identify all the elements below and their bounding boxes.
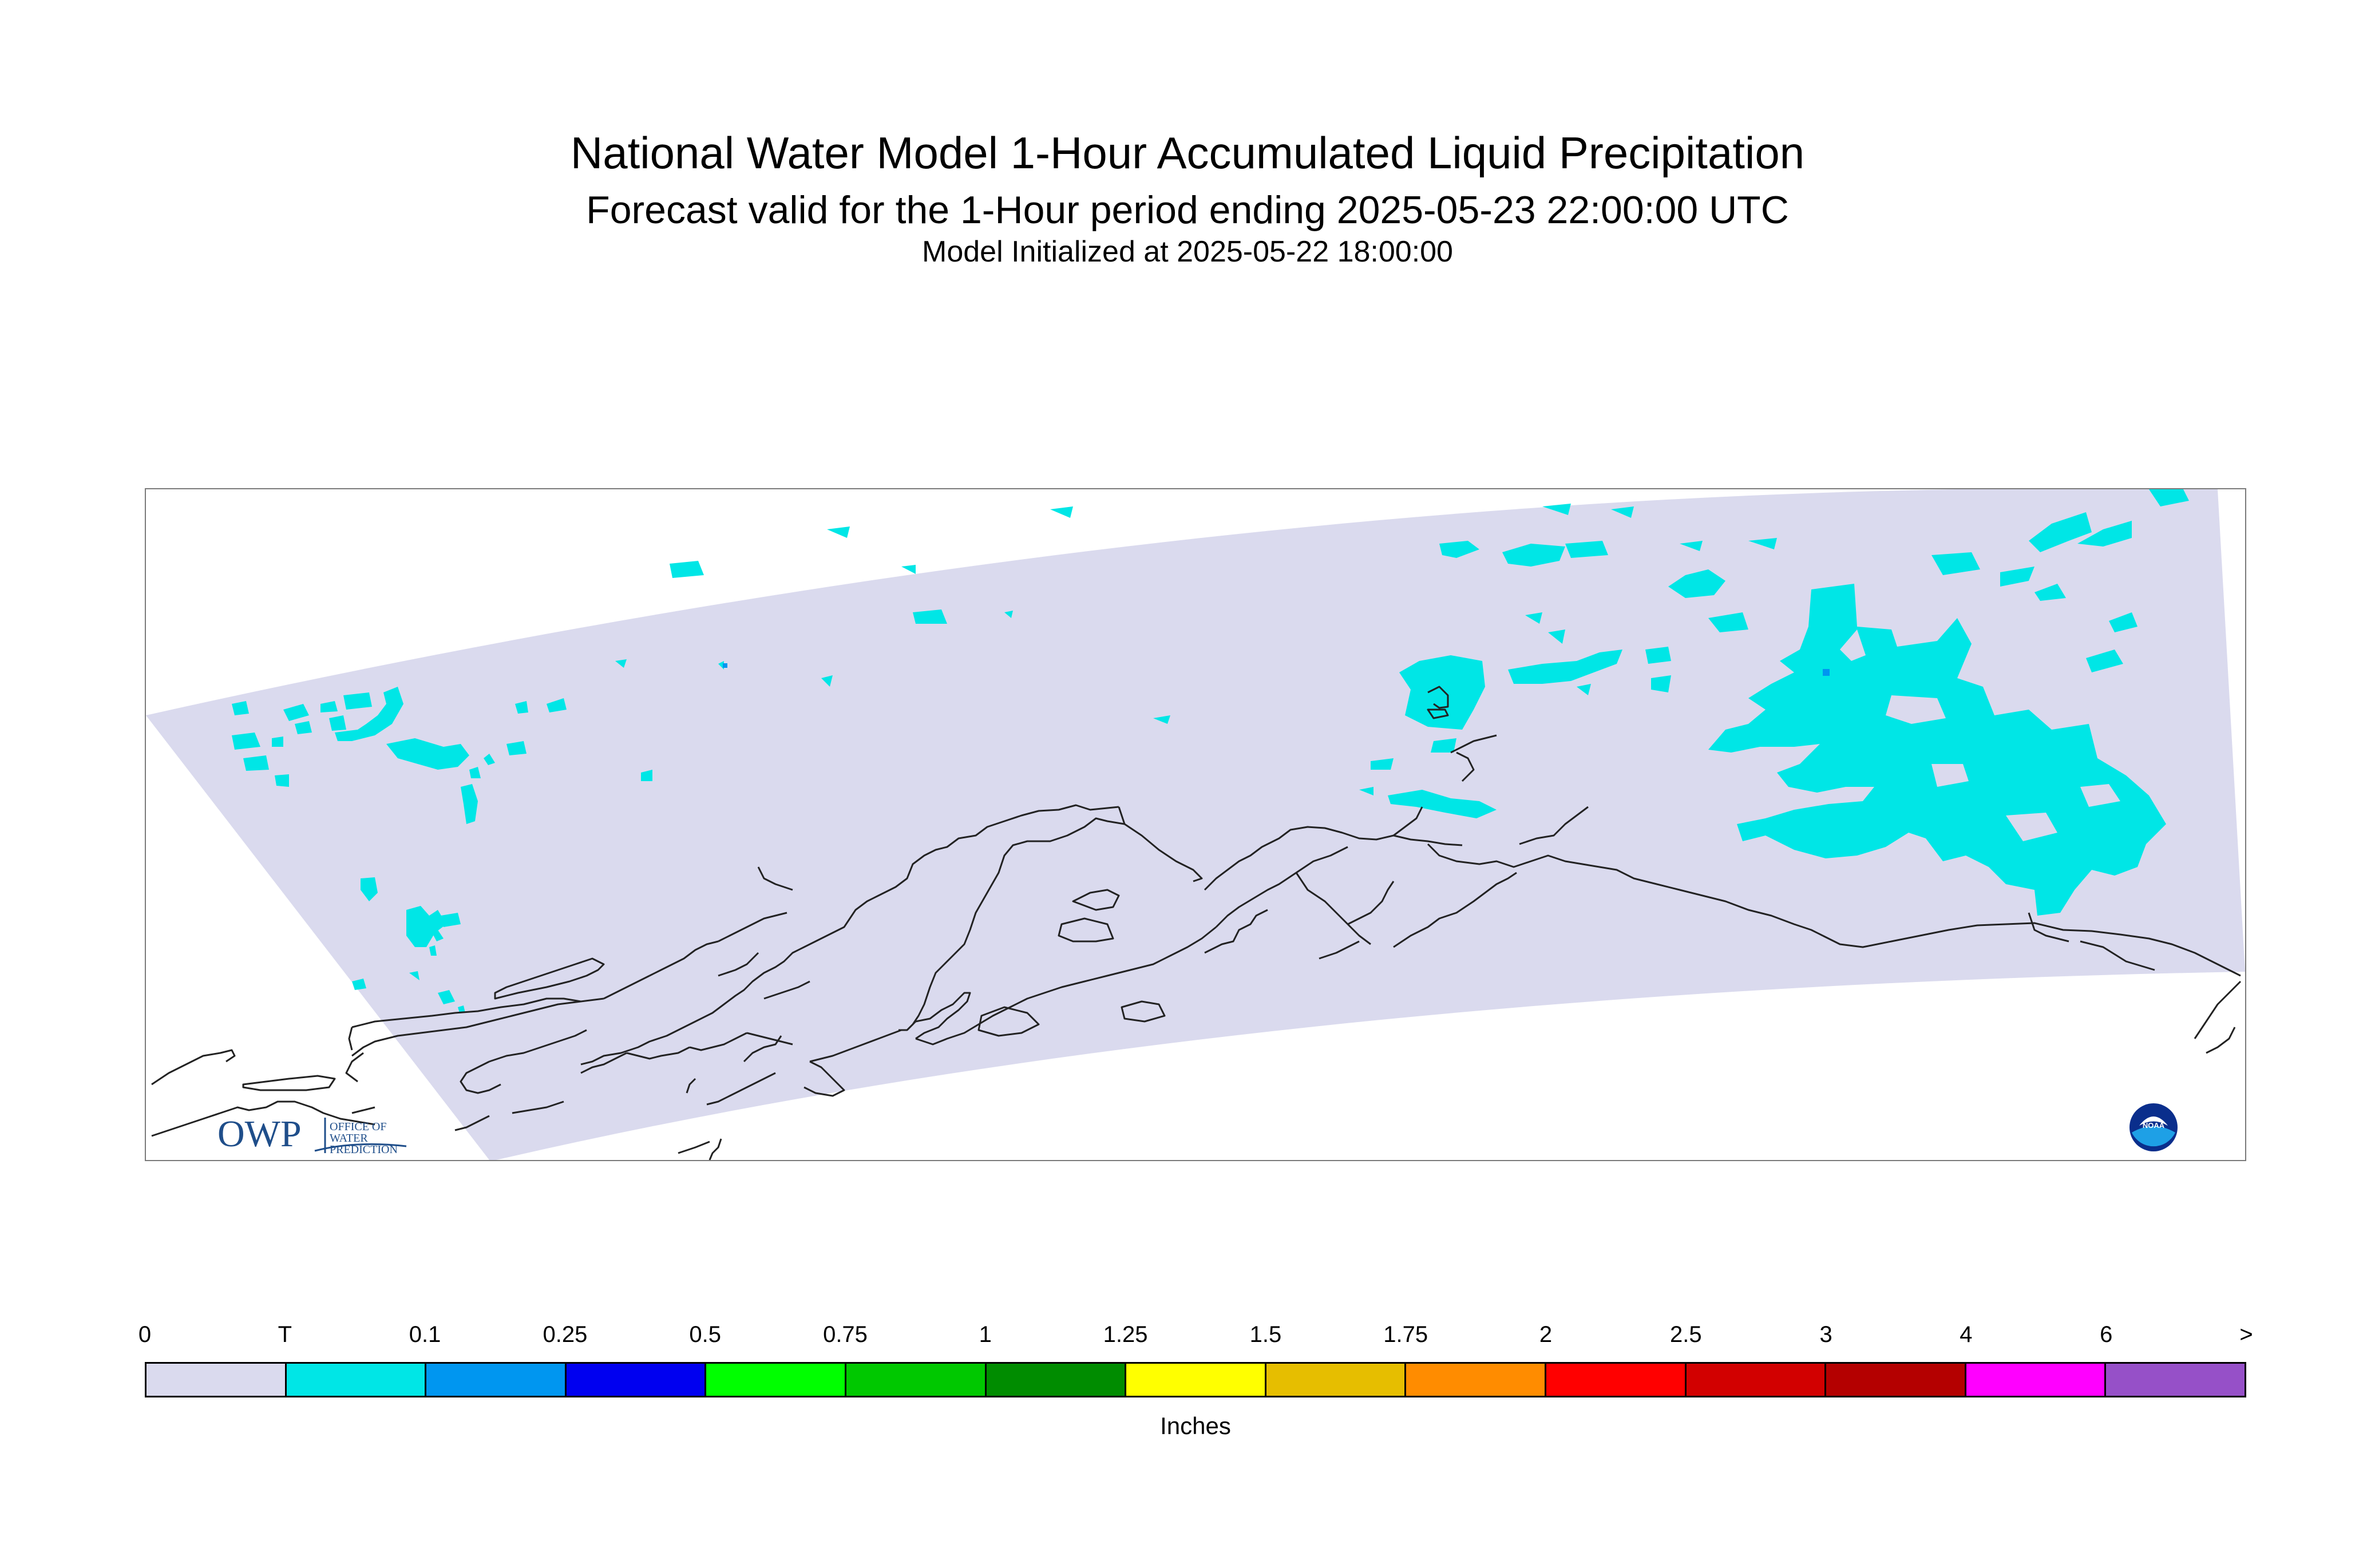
- legend-tick-label: 0.25: [543, 1322, 588, 1347]
- legend-units: Inches: [1160, 1412, 1231, 1439]
- legend-tick-label: 1: [979, 1322, 992, 1347]
- owp-logo: OWP OFFICE OF WATER PREDICTION: [217, 1112, 435, 1158]
- legend-swatch: [1966, 1364, 2107, 1396]
- legend-swatch: [566, 1364, 707, 1396]
- noaa-logo: NOAA: [2129, 1103, 2178, 1152]
- legend-swatch: [1406, 1364, 1546, 1396]
- coastline: [151, 686, 2242, 1160]
- owp-logo-graphic: OWP OFFICE OF WATER PREDICTION: [217, 1113, 407, 1156]
- owp-logo-line2: WATER: [330, 1132, 368, 1145]
- owp-logo-line1: OFFICE OF: [330, 1120, 386, 1133]
- legend-swatch: [846, 1364, 987, 1396]
- map-subtitle: Forecast valid for the 1-Hour period end…: [586, 188, 1789, 232]
- legend-swatch: [426, 1364, 567, 1396]
- legend-swatch: [1266, 1364, 1407, 1396]
- legend-tick-label: T: [278, 1322, 292, 1347]
- noaa-logo-text: NOAA: [2143, 1121, 2165, 1130]
- legend-tick-label: 1.75: [1383, 1322, 1428, 1347]
- legend-swatch: [286, 1364, 427, 1396]
- legend-tick-label: 2.5: [1669, 1322, 1702, 1347]
- legend-tick-label: 0: [138, 1322, 152, 1347]
- legend-tick-label: 0.5: [689, 1322, 721, 1347]
- legend-swatch: [1686, 1364, 1827, 1396]
- legend-tick-label: 6: [2100, 1322, 2113, 1347]
- model-init-line: Model Initialized at 2025-05-22 18:00:00: [922, 235, 1453, 268]
- precipitation-map: [146, 489, 2245, 1160]
- map-panel: OWP OFFICE OF WATER PREDICTION NOAA: [145, 488, 2246, 1161]
- legend-swatch: [1546, 1364, 1687, 1396]
- legend-colorbar: [145, 1362, 2246, 1397]
- legend-tick-label: 1.5: [1249, 1322, 1282, 1347]
- legend-swatch: [147, 1364, 287, 1396]
- precipitation-areas: [232, 489, 2189, 1013]
- legend-swatch: [1826, 1364, 1966, 1396]
- owp-logo-line3: PREDICTION: [330, 1143, 398, 1156]
- legend-swatch: [1126, 1364, 1266, 1396]
- legend-tick-label: 2: [1539, 1322, 1553, 1347]
- legend-swatch: [2106, 1364, 2245, 1396]
- legend-tick-label: >: [2239, 1322, 2253, 1347]
- legend-tick-label: 4: [1960, 1322, 1973, 1347]
- legend-tick-label: 0.75: [823, 1322, 868, 1347]
- owp-logo-mark: OWP: [217, 1113, 302, 1155]
- legend-tick-label: 0.1: [409, 1322, 441, 1347]
- legend-tick-label: 3: [1819, 1322, 1832, 1347]
- map-title: National Water Model 1-Hour Accumulated …: [570, 128, 1805, 178]
- legend-swatch: [986, 1364, 1127, 1396]
- heavier-precip-spots: [723, 663, 1830, 676]
- legend-swatch: [706, 1364, 846, 1396]
- legend-tick-label: 1.25: [1103, 1322, 1148, 1347]
- noaa-logo-graphic: NOAA: [2129, 1103, 2178, 1151]
- color-legend: 0 T 0.1 0.25 0.5 0.75 1 1.25 1.5 1.75 2 2.5 3 4 6 > Inc…: [138, 1299, 2253, 1439]
- model-domain: [146, 489, 2245, 1160]
